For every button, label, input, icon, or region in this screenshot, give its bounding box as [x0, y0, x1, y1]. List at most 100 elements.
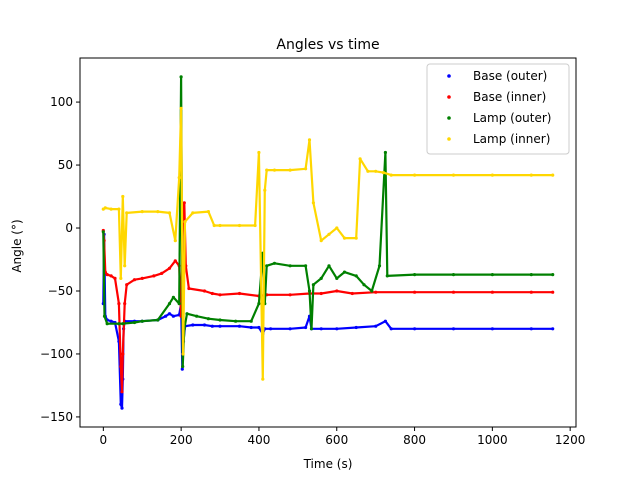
data-point	[120, 406, 124, 410]
data-point	[389, 327, 393, 331]
data-point	[123, 302, 127, 306]
legend-label: Lamp (outer)	[473, 111, 552, 125]
data-point	[180, 367, 184, 371]
x-axis-label: Time (s)	[303, 457, 353, 471]
data-point	[383, 319, 387, 323]
data-point	[327, 264, 331, 268]
data-point	[206, 210, 210, 214]
data-point	[210, 291, 214, 296]
data-point	[125, 283, 129, 287]
y-tick-label: −150	[40, 410, 73, 424]
data-point	[249, 325, 253, 330]
data-point	[183, 220, 187, 224]
data-point	[309, 327, 314, 331]
data-point	[181, 364, 185, 369]
data-point	[119, 276, 123, 280]
data-point	[319, 291, 323, 296]
data-point	[237, 291, 242, 296]
data-point	[181, 352, 185, 356]
data-point	[120, 390, 124, 394]
axes: 0 200 400 600 800 1000 1200 −150 −100 −50 0 50 100	[40, 57, 585, 447]
data-point	[288, 264, 292, 268]
data-point	[191, 211, 195, 215]
data-point	[451, 327, 456, 331]
data-point	[263, 188, 267, 192]
data-point	[173, 259, 177, 263]
data-point	[202, 323, 207, 327]
data-point	[156, 210, 160, 214]
series-trace-3	[102, 107, 553, 381]
data-point	[350, 291, 354, 296]
data-point	[358, 157, 362, 161]
data-point	[249, 319, 253, 323]
data-point	[551, 173, 555, 177]
data-point	[529, 173, 533, 177]
data-point	[237, 324, 242, 328]
data-point	[109, 319, 113, 323]
data-point	[307, 138, 312, 142]
data-point	[253, 223, 257, 228]
x-tick-label: 800	[403, 433, 426, 447]
legend: Base (outer) Base (inner) Lamp (outer) Lamp…	[426, 63, 570, 155]
data-point	[164, 314, 168, 318]
legend-label: Lamp (inner)	[473, 132, 550, 146]
data-point	[179, 75, 183, 79]
data-point	[335, 276, 339, 280]
data-point	[156, 318, 160, 322]
data-point	[195, 314, 199, 318]
data-point	[272, 168, 277, 172]
data-point	[125, 211, 129, 215]
data-point	[377, 264, 382, 268]
data-point	[191, 323, 195, 327]
data-point	[304, 167, 308, 171]
data-point	[140, 276, 144, 280]
data-point	[413, 173, 417, 177]
data-point	[374, 290, 378, 294]
data-point	[269, 327, 273, 331]
data-point	[265, 264, 269, 268]
x-tick-label: 200	[170, 433, 193, 447]
axes-frame	[79, 57, 577, 428]
data-point	[257, 150, 261, 155]
data-point	[185, 312, 189, 316]
legend-marker	[447, 74, 451, 78]
data-point	[202, 289, 207, 293]
data-point	[177, 302, 181, 306]
data-point	[319, 327, 323, 331]
data-point	[237, 223, 242, 228]
data-point	[529, 273, 533, 277]
data-point	[140, 210, 144, 214]
data-point	[342, 236, 347, 240]
data-point	[529, 290, 533, 294]
data-point	[304, 264, 308, 268]
data-point	[354, 236, 358, 240]
data-point	[354, 325, 358, 330]
data-point	[121, 352, 125, 356]
legend-box	[426, 63, 570, 155]
y-tick-label: −50	[48, 284, 73, 298]
data-point	[119, 402, 123, 406]
chart-title: Angles vs time	[276, 37, 379, 53]
data-point	[103, 206, 107, 210]
data-point	[109, 207, 113, 211]
data-point	[311, 283, 315, 287]
data-point	[167, 312, 172, 316]
data-point	[160, 271, 164, 275]
x-tick-label: 0	[100, 433, 108, 447]
data-point	[335, 327, 339, 331]
legend-label: Base (outer)	[473, 69, 547, 83]
data-point	[257, 325, 261, 330]
data-point	[210, 324, 214, 328]
data-point	[354, 274, 358, 278]
data-point	[171, 295, 175, 299]
data-point	[451, 290, 456, 294]
data-point	[265, 168, 269, 172]
data-point	[490, 290, 494, 294]
data-point	[551, 327, 555, 331]
data-point	[374, 169, 378, 173]
data-point	[167, 266, 172, 270]
data-point	[152, 274, 156, 278]
legend-label: Base (inner)	[473, 90, 546, 104]
data-point	[132, 278, 137, 282]
